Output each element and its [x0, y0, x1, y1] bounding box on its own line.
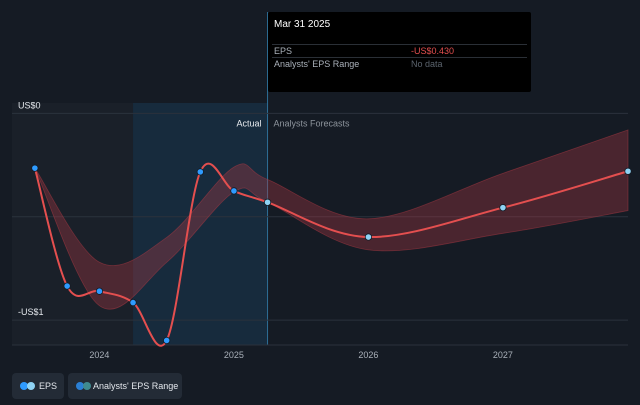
- legend-label: EPS: [39, 381, 58, 391]
- x-tick-label: 2026: [358, 350, 378, 360]
- tooltip-label: EPS: [274, 46, 293, 56]
- x-tick-label: 2025: [224, 350, 244, 360]
- tooltip-row-range: Analysts' EPS Range No data: [272, 57, 527, 71]
- y-axis-labels: US$0 -US$1: [18, 100, 44, 317]
- forecast-label: Analysts Forecasts: [274, 118, 351, 128]
- eps-point[interactable]: [163, 336, 171, 345]
- x-axis-labels: 2024 2025 2026 2027: [89, 350, 513, 360]
- y-tick-label: US$0: [18, 100, 41, 110]
- eps-point[interactable]: [196, 168, 204, 176]
- eps-point[interactable]: [95, 287, 104, 295]
- x-tick-label: 2024: [89, 350, 109, 360]
- tooltip-label: Analysts' EPS Range: [274, 59, 360, 69]
- highlight-region: [133, 103, 268, 345]
- legend-label: Analysts' EPS Range: [93, 381, 179, 391]
- analysts-range-band: [34, 129, 629, 310]
- eps-point[interactable]: [624, 167, 632, 175]
- y-tick-label: -US$1: [18, 307, 44, 317]
- eps-point[interactable]: [129, 298, 137, 307]
- x-tick-label: 2027: [493, 350, 513, 360]
- tooltip-value: -US$0.430: [411, 46, 455, 56]
- eps-point[interactable]: [499, 204, 507, 212]
- legend-item-analysts-range[interactable]: Analysts' EPS Range: [68, 373, 182, 399]
- range-legend-icon: [76, 382, 92, 390]
- eps-point[interactable]: [230, 187, 238, 195]
- tooltip: Mar 31 2025 EPS -US$0.430 Analysts' EPS …: [268, 12, 531, 92]
- eps-legend-icon: [20, 382, 36, 390]
- tooltip-row-eps: EPS -US$0.430: [272, 44, 527, 58]
- tooltip-date: Mar 31 2025: [274, 19, 331, 30]
- eps-points: [31, 164, 632, 345]
- eps-point[interactable]: [63, 282, 71, 290]
- legend-item-eps[interactable]: EPS: [12, 373, 64, 399]
- eps-point[interactable]: [31, 164, 39, 172]
- gridlines: [12, 112, 628, 346]
- actual-label: Actual: [237, 118, 262, 128]
- eps-point[interactable]: [263, 198, 272, 206]
- tooltip-value: No data: [411, 59, 443, 69]
- eps-point[interactable]: [364, 233, 373, 241]
